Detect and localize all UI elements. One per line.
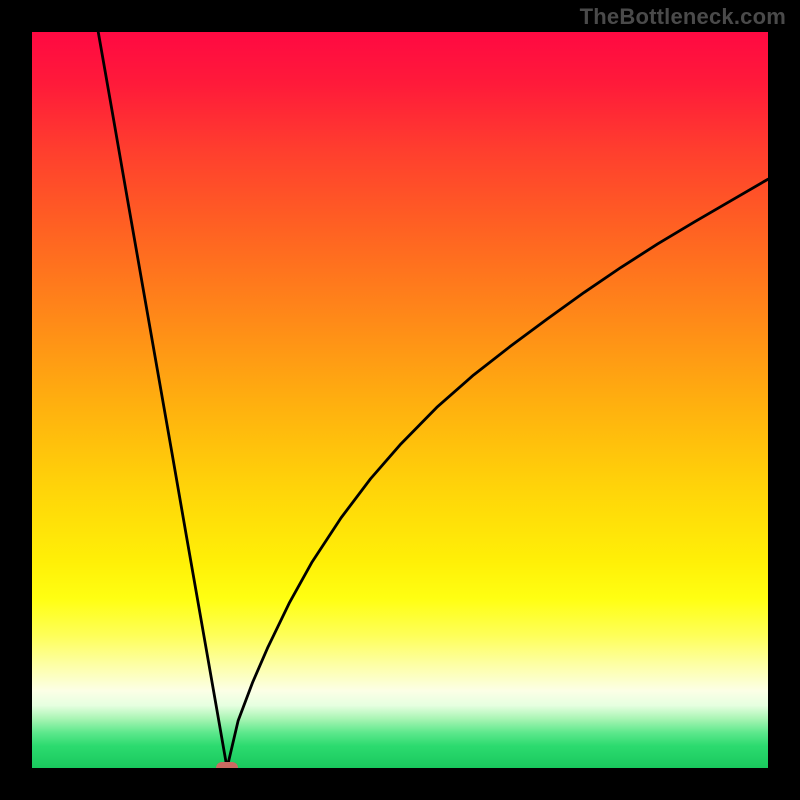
plot-background [32,32,768,768]
bottleneck-curve-chart [0,0,800,800]
chart-stage: TheBottleneck.com [0,0,800,800]
